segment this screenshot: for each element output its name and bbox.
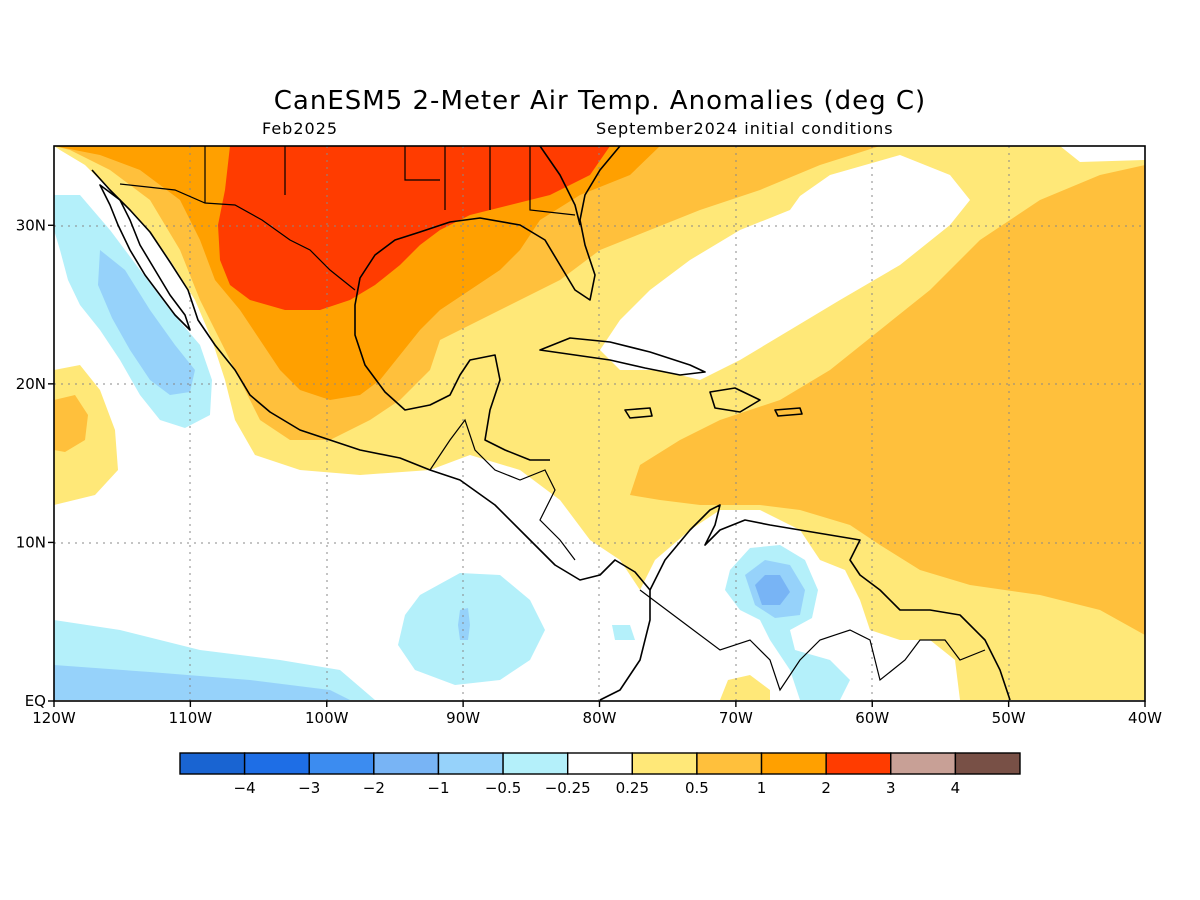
lon-tick-label: 90W [446,709,480,727]
anomaly-region-0.5-atlantic [630,165,1145,635]
longitude-axis: 120W 110W 100W 90W 80W 70W 60W 50W 40W [32,701,1162,727]
borders [119,146,986,692]
lon-tick-label: 110W [169,709,213,727]
coastline-mexico-pacific [91,169,651,701]
anomaly-region-0.5-west [54,395,88,452]
lat-tick-label: 20N [16,375,46,393]
coastlines [91,146,1011,701]
coastline-baja [99,184,191,331]
colorbar-label: 0.25 [616,779,649,797]
lon-tick-label: 100W [305,709,349,727]
anomaly-region-neg0.25-small [612,625,635,640]
anomaly-region-neg0.5-baja [98,250,195,395]
colorbar-label: −1 [427,779,449,797]
coastline-south-america [649,504,1011,701]
colorbar-label: 2 [821,779,831,797]
forecast-month: Feb2025 [262,119,339,138]
anomaly-region-2 [218,146,610,310]
lon-tick-label: 120W [32,709,76,727]
coastline-gulf [354,146,621,461]
near-normal-atlantic [600,155,970,380]
colorbar-swatch [179,752,246,775]
colorbar-swatch [373,752,440,775]
colorbar-labels: −4 −3 −2 −1 −0.5 −0.25 0.25 0.5 1 2 3 4 [234,779,961,797]
colorbar [179,752,1021,775]
coastline-puerto-rico [774,407,803,417]
anomaly-region-neg1-colombia [755,575,790,605]
latitude-axis: 30N 20N 10N EQ [16,216,54,710]
colorbar-label: 3 [886,779,896,797]
lon-tick-label: 60W [855,709,889,727]
border-south-america [639,589,986,692]
initial-conditions: September2024 initial conditions [596,119,894,138]
coastline-hispaniola [709,387,761,413]
colorbar-label: 0.5 [685,779,709,797]
lon-tick-label: 50W [992,709,1026,727]
lon-tick-label: 40W [1128,709,1162,727]
anomaly-region-0.25-southeast [720,675,770,700]
colorbar-swatch [308,752,375,775]
colorbar-swatch [437,752,504,775]
near-normal-northeast [1060,146,1145,162]
colorbar-swatch [825,752,892,775]
lat-tick-label: EQ [25,692,46,710]
border-us-mexico [119,183,356,291]
coastline-cuba [539,337,706,376]
anomaly-region-neg0.5-southwest [54,665,350,700]
anomaly-region-neg0.25-pacific [398,573,545,685]
colorbar-swatch [890,752,957,775]
border-us-states [204,146,576,216]
colorbar-label: −3 [298,779,320,797]
colorbar-swatch [502,752,569,775]
graticule [54,146,1145,701]
colorbar-swatch [954,752,1021,775]
colorbar-label: −0.5 [485,779,521,797]
colorbar-swatch [631,752,698,775]
colorbar-label: 4 [951,779,961,797]
colorbar-label: −4 [234,779,256,797]
colorbar-swatch [696,752,763,775]
colorbar-label: −0.25 [545,779,591,797]
lat-tick-label: 30N [16,216,46,234]
colorbar-swatch [243,752,310,775]
lon-tick-label: 80W [583,709,617,727]
border-central-america [429,418,576,561]
coastline-jamaica [624,407,653,419]
colorbar-label: 1 [757,779,767,797]
chart-title: CanESM5 2-Meter Air Temp. Anomalies (deg… [273,86,927,116]
colorbar-swatch [760,752,827,775]
colorbar-swatch [566,752,634,775]
coastline-florida [539,146,581,226]
anomaly-field [54,146,1145,701]
anomaly-region-neg0.5-pacific [458,608,470,640]
colorbar-label: −2 [363,779,385,797]
lat-tick-label: 10N [16,533,46,551]
lon-tick-label: 70W [719,709,753,727]
